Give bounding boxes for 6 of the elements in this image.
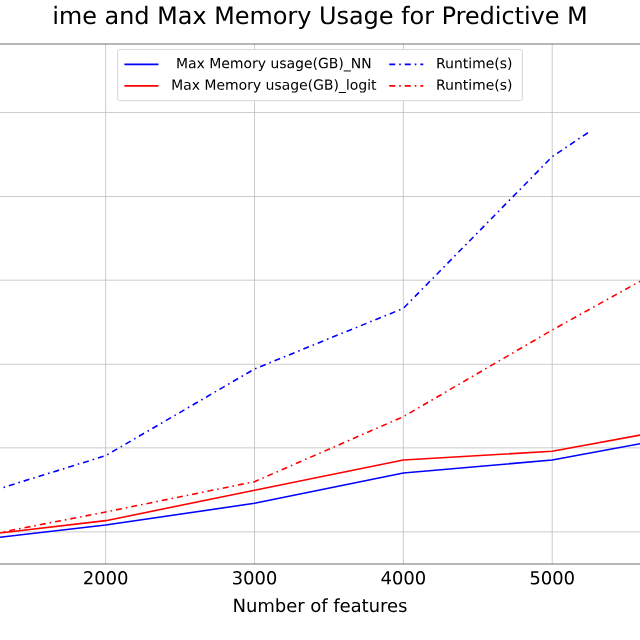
x-axis-title: Number of features [234, 598, 407, 613]
x-tick-label: 2000 [84, 571, 128, 585]
x-tick-label: 4000 [381, 571, 425, 585]
chart-title: ime and Max Memory Usage for Predictive M [54, 5, 586, 29]
x-tick-label: 3000 [233, 571, 277, 585]
x-tick-label: 5000 [530, 571, 574, 585]
